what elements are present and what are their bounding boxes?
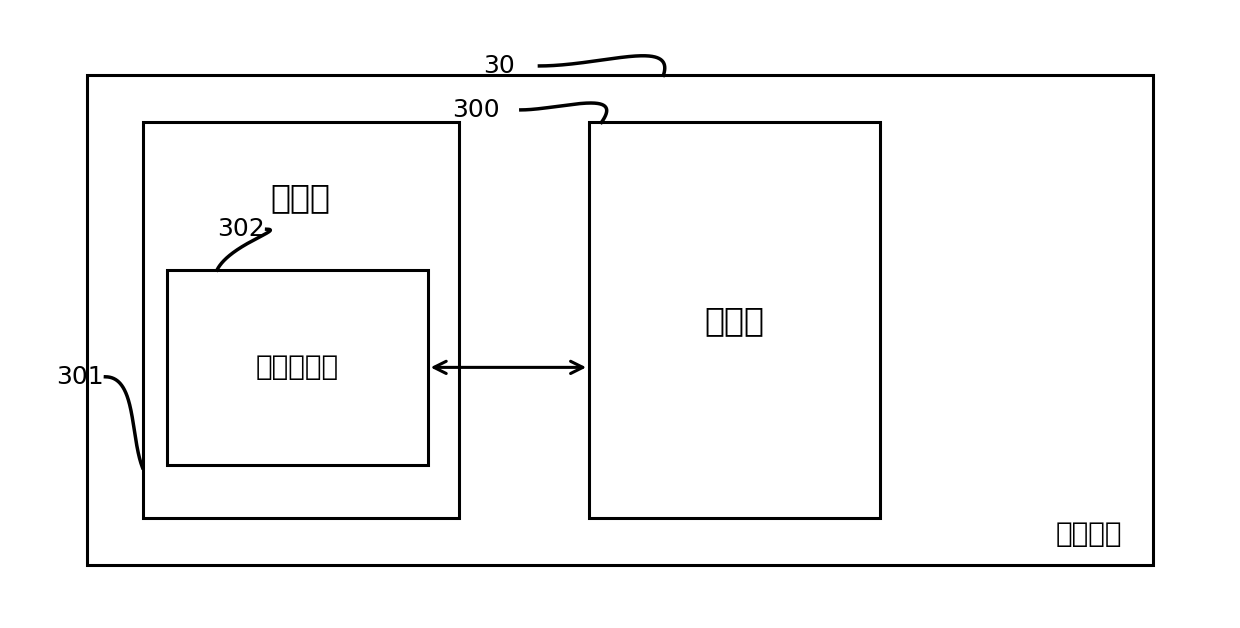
Text: 301: 301	[56, 365, 103, 389]
Text: 处理器: 处理器	[704, 304, 765, 337]
Text: 300: 300	[453, 98, 500, 122]
Bar	[589, 122, 880, 518]
Bar	[87, 75, 1153, 565]
Text: 终端设备: 终端设备	[1055, 520, 1122, 548]
Bar	[167, 270, 428, 465]
Text: 计算机程序: 计算机程序	[255, 354, 340, 381]
Text: 30: 30	[484, 54, 516, 78]
Text: 302: 302	[217, 217, 265, 241]
Bar	[143, 122, 459, 518]
Text: 存储器: 存储器	[270, 181, 331, 214]
